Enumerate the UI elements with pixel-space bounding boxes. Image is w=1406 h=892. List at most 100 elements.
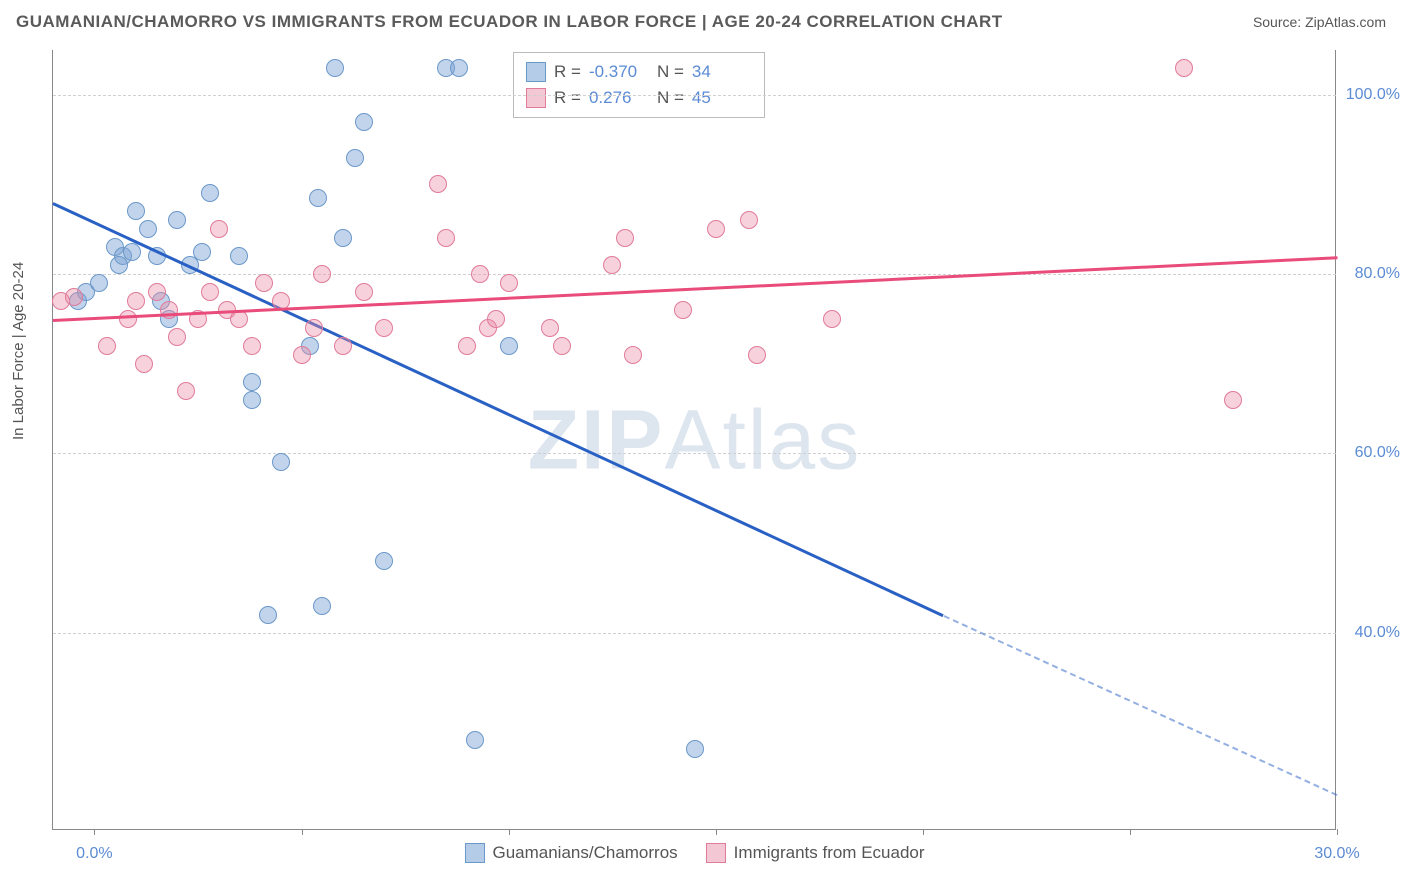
x-tick-label: 0.0% bbox=[76, 845, 112, 863]
data-point bbox=[90, 274, 108, 292]
data-point bbox=[177, 382, 195, 400]
watermark-bold: ZIP bbox=[528, 392, 665, 486]
data-point bbox=[127, 292, 145, 310]
data-point bbox=[1175, 59, 1193, 77]
data-point bbox=[305, 319, 323, 337]
data-point bbox=[624, 346, 642, 364]
y-tick-label: 40.0% bbox=[1355, 624, 1400, 642]
data-point bbox=[201, 184, 219, 202]
data-point bbox=[686, 740, 704, 758]
correlation-legend: R = -0.370 N = 34 R = 0.276 N = 45 bbox=[513, 52, 765, 118]
data-point bbox=[168, 211, 186, 229]
series-legend: Guamanians/Chamorros Immigrants from Ecua… bbox=[464, 843, 924, 863]
x-tick bbox=[94, 829, 95, 835]
data-point bbox=[313, 265, 331, 283]
y-tick-label: 80.0% bbox=[1355, 265, 1400, 283]
data-point bbox=[193, 243, 211, 261]
data-point bbox=[429, 175, 447, 193]
data-point bbox=[375, 319, 393, 337]
data-point bbox=[437, 229, 455, 247]
data-point bbox=[748, 346, 766, 364]
data-point bbox=[487, 310, 505, 328]
trend-line bbox=[53, 256, 1337, 321]
y-tick-label: 60.0% bbox=[1355, 444, 1400, 462]
y-axis-label: In Labor Force | Age 20-24 bbox=[10, 262, 27, 440]
legend-n-value: 34 bbox=[692, 62, 752, 82]
right-axis-line bbox=[1335, 50, 1336, 829]
data-point bbox=[313, 597, 331, 615]
legend-series-label: Immigrants from Ecuador bbox=[734, 843, 925, 863]
data-point bbox=[168, 328, 186, 346]
x-tick bbox=[509, 829, 510, 835]
data-point bbox=[139, 220, 157, 238]
data-point bbox=[355, 113, 373, 131]
data-point bbox=[119, 310, 137, 328]
chart-title: GUAMANIAN/CHAMORRO VS IMMIGRANTS FROM EC… bbox=[16, 12, 1386, 32]
gridline bbox=[53, 274, 1336, 275]
data-point bbox=[375, 552, 393, 570]
data-point bbox=[259, 606, 277, 624]
data-point bbox=[255, 274, 273, 292]
data-point bbox=[500, 337, 518, 355]
data-point bbox=[98, 337, 116, 355]
gridline bbox=[53, 453, 1336, 454]
x-tick bbox=[923, 829, 924, 835]
legend-n-label: N = bbox=[657, 62, 684, 82]
legend-row: R =-0.370N =34 bbox=[526, 59, 752, 85]
data-point bbox=[471, 265, 489, 283]
data-point bbox=[148, 283, 166, 301]
x-tick bbox=[1337, 829, 1338, 835]
data-point bbox=[243, 373, 261, 391]
data-point bbox=[500, 274, 518, 292]
legend-item: Immigrants from Ecuador bbox=[706, 843, 925, 863]
data-point bbox=[272, 453, 290, 471]
data-point bbox=[346, 149, 364, 167]
data-point bbox=[355, 283, 373, 301]
trend-line bbox=[943, 615, 1337, 796]
trend-line bbox=[52, 203, 944, 618]
data-point bbox=[1224, 391, 1242, 409]
gridline bbox=[53, 95, 1336, 96]
legend-swatch bbox=[706, 843, 726, 863]
legend-n-value: 45 bbox=[692, 88, 752, 108]
legend-row: R = 0.276 N = 45 bbox=[526, 85, 752, 111]
x-tick bbox=[1130, 829, 1131, 835]
legend-swatch bbox=[526, 62, 546, 82]
source-label: Source: ZipAtlas.com bbox=[1253, 14, 1386, 30]
data-point bbox=[160, 301, 178, 319]
data-point bbox=[201, 283, 219, 301]
data-point bbox=[450, 59, 468, 77]
scatter-chart: ZIPAtlas R =-0.370N =34R =0.276N =45 Gua… bbox=[52, 50, 1336, 830]
x-tick bbox=[716, 829, 717, 835]
data-point bbox=[243, 337, 261, 355]
x-tick bbox=[302, 829, 303, 835]
data-point bbox=[707, 220, 725, 238]
data-point bbox=[127, 202, 145, 220]
watermark-rest: Atlas bbox=[664, 392, 861, 486]
data-point bbox=[309, 189, 327, 207]
data-point bbox=[334, 229, 352, 247]
legend-series-label: Guamanians/Chamorros bbox=[492, 843, 677, 863]
data-point bbox=[603, 256, 621, 274]
data-point bbox=[334, 337, 352, 355]
legend-item: Guamanians/Chamorros bbox=[464, 843, 677, 863]
data-point bbox=[674, 301, 692, 319]
data-point bbox=[326, 59, 344, 77]
data-point bbox=[823, 310, 841, 328]
data-point bbox=[740, 211, 758, 229]
data-point bbox=[466, 731, 484, 749]
data-point bbox=[553, 337, 571, 355]
data-point bbox=[230, 247, 248, 265]
data-point bbox=[458, 337, 476, 355]
legend-n-label: N = bbox=[657, 88, 684, 108]
x-tick-label: 30.0% bbox=[1314, 845, 1359, 863]
data-point bbox=[210, 220, 228, 238]
legend-r-value: 0.276 bbox=[589, 88, 649, 108]
data-point bbox=[293, 346, 311, 364]
y-tick-label: 100.0% bbox=[1346, 86, 1400, 104]
legend-r-label: R = bbox=[554, 88, 581, 108]
legend-r-value: -0.370 bbox=[589, 62, 649, 82]
legend-swatch bbox=[464, 843, 484, 863]
gridline bbox=[53, 633, 1336, 634]
data-point bbox=[616, 229, 634, 247]
